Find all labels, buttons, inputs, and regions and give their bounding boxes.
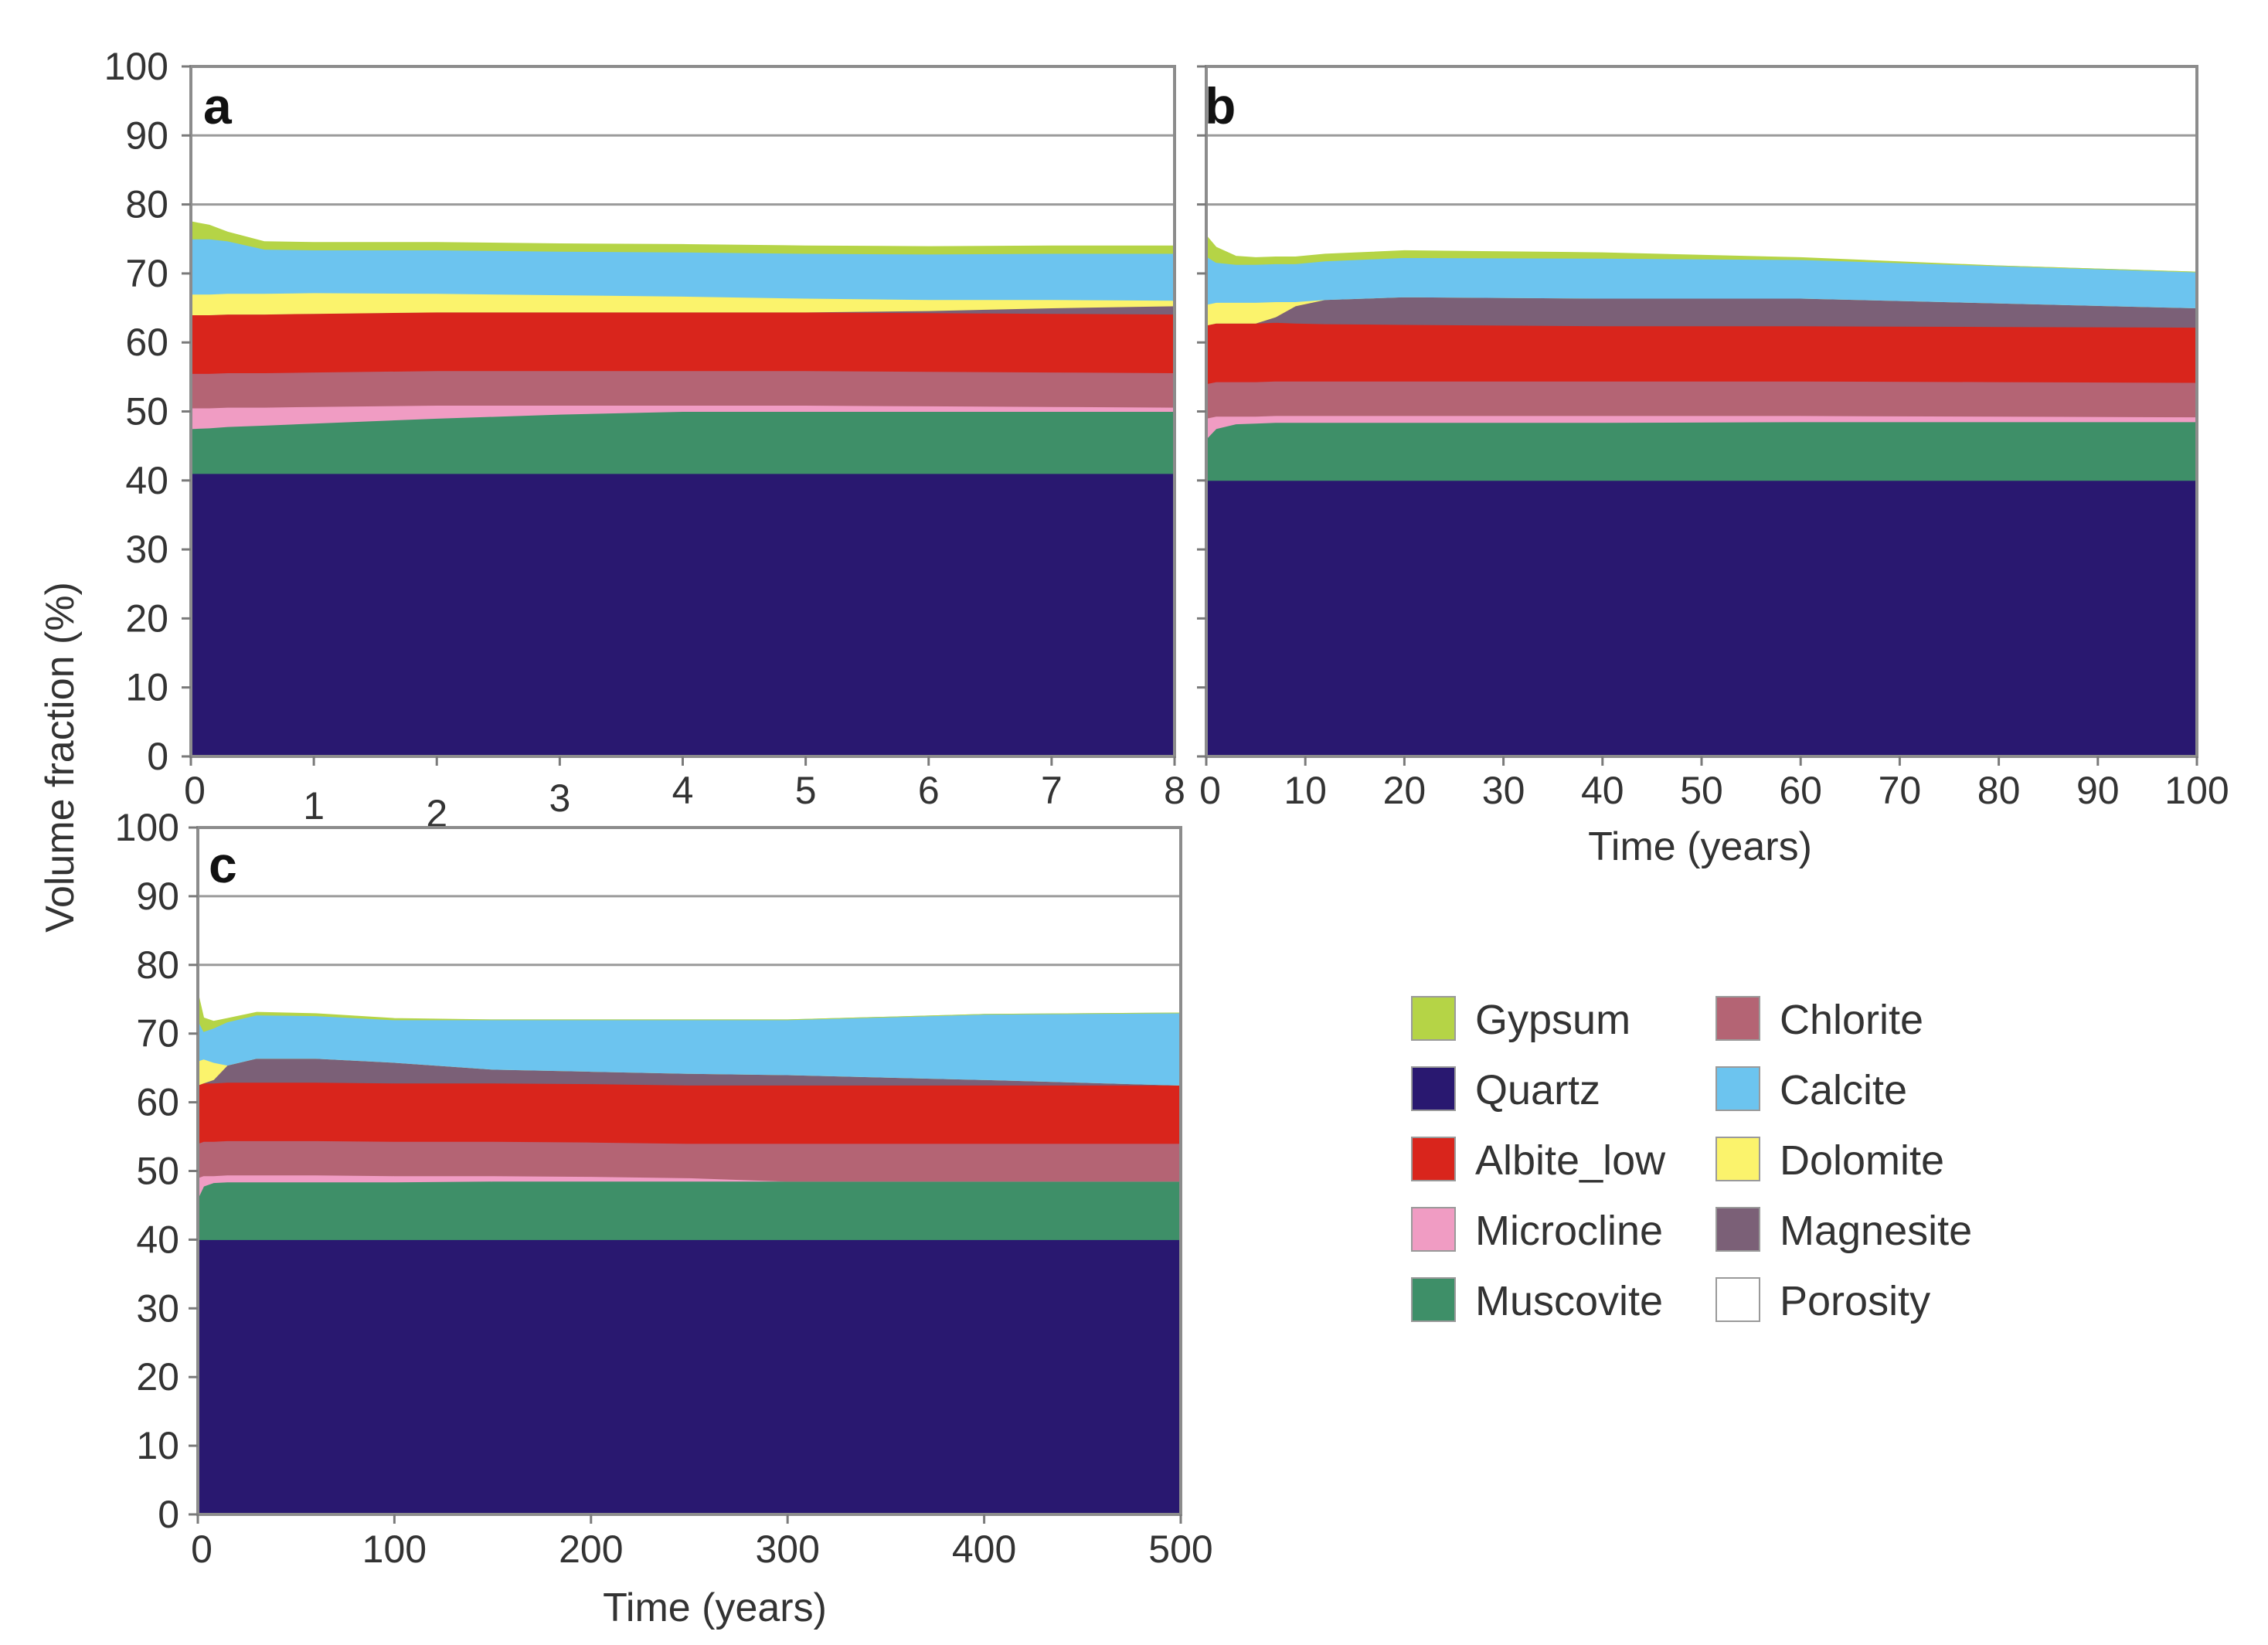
panel-a-y-tick-label: 30 [125,528,168,571]
panel-a-x-tick-label: 0 [184,769,206,812]
legend-swatch-calcite [1715,1066,1760,1111]
panel-a-x-tick-label: 6 [918,769,940,812]
legend: Gypsum Quartz Albite_low Microcline Muscovit… [1379,966,2075,1337]
panel-a-y-tick-label: 70 [125,252,168,295]
panel-c-x-axis-title: Time (years) [603,1586,827,1630]
panel-a-x-tick-label: 4 [672,769,694,812]
panel-b-x-tick-label: 80 [1977,769,2021,812]
panel-a-x-tick-label: 5 [795,769,817,812]
panel-b-x-tick-label: 10 [1284,769,1327,812]
panel-b-chart: 0 10 20 30 40 50 60 70 80 90 100 b Time (years) [1197,65,2229,869]
panel-b-x-tick-label: 0 [1199,769,1221,812]
legend-swatch-chlorite [1715,996,1760,1041]
panel-b-area-albite-low [1205,321,2198,385]
panel-b-area-chlorite [1205,380,2198,420]
panel-a-y-tick-label: 50 [125,390,168,433]
legend-label-gypsum: Gypsum [1475,997,1630,1043]
panel-c-x-tick-label: 100 [362,1528,427,1571]
panel-b-area-gypsum [1205,234,2198,273]
panel-a-area-albite-low [190,311,1175,374]
legend-label-microcline: Microcline [1475,1208,1663,1254]
panel-c-y-tick-label: 70 [136,1012,179,1055]
panel-a-x-tick-label: 1 [303,784,325,828]
panel-c-x-tick-label: 0 [191,1528,213,1571]
panel-a-y-tick-label: 40 [125,459,168,502]
legend-label-albite-low: Albite_low [1475,1137,1666,1184]
panel-b-x-tick-label: 40 [1581,769,1624,812]
panel-b-x-tick-label: 70 [1879,769,1922,812]
panel-a-y-tick-label: 0 [147,735,168,778]
legend-swatch-quartz [1411,1066,1456,1111]
panel-c-area-chlorite [197,1140,1182,1182]
legend-swatch-muscovite [1411,1277,1456,1322]
panel-b-x-tick-label: 20 [1383,769,1426,812]
legend-swatch-gypsum [1411,996,1456,1041]
panel-c-area-gypsum [197,992,1182,1032]
panel-a-y-tick-label: 100 [104,45,168,88]
panel-c-y-tick-label: 100 [115,806,179,849]
panel-c-x-tick-label: 500 [1148,1528,1212,1571]
legend-label-magnesite: Magnesite [1780,1208,1972,1254]
panel-c-y-tick-label: 30 [136,1286,179,1330]
legend-label-calcite: Calcite [1780,1067,1907,1113]
legend-label-dolomite: Dolomite [1780,1137,1944,1184]
legend-swatch-magnesite [1715,1207,1760,1252]
panel-a-x-tick-label: 8 [1164,769,1185,812]
panel-a-y-tick-label: 60 [125,321,168,364]
panel-a-y-tick-label: 90 [125,114,168,157]
panel-c-y-tick-label: 90 [136,875,179,918]
panel-c-x-tick-label: 400 [952,1528,1016,1571]
panel-b-x-tick-label: 60 [1779,769,1822,812]
panel-a-y-tick-label: 80 [125,183,168,226]
panel-a-y-tick-label: 20 [125,596,168,640]
panel-b-x-axis-title: Time (years) [1588,824,1812,869]
panel-a-area-chlorite [190,370,1175,409]
panel-a-x-tick-label: 7 [1041,769,1063,812]
panel-c-area-albite-low [197,1082,1182,1144]
panel-a-label: a [203,77,233,134]
panel-c-y-tick-label: 60 [136,1081,179,1124]
panel-c-y-tick-label: 50 [136,1150,179,1193]
legend-label-muscovite: Muscovite [1475,1278,1663,1324]
panel-a-area-quartz [190,473,1175,757]
legend-label-chlorite: Chlorite [1780,997,1923,1043]
panel-c-y-tick-label: 20 [136,1355,179,1399]
panel-c-area-muscovite [197,1181,1182,1240]
panel-b-area-quartz [1205,480,2198,757]
panel-b-label: b [1205,77,1236,134]
panel-b-area-muscovite [1205,421,2198,481]
panel-c-y-tick-label: 10 [136,1424,179,1467]
panel-b-x-tick-label: 100 [2164,769,2229,812]
legend-swatch-albite-low [1411,1137,1456,1181]
legend-swatch-dolomite [1715,1137,1760,1181]
panel-c-y-tick-label: 0 [158,1493,179,1536]
panel-c-x-tick-label: 200 [559,1528,623,1571]
panel-b-x-tick-label: 90 [2076,769,2120,812]
legend-swatch-microcline [1411,1207,1456,1252]
legend-label-porosity: Porosity [1780,1278,1930,1324]
panel-a-x-tick-label: 3 [549,777,570,820]
panel-c-area-quartz [197,1239,1182,1515]
panel-b-x-tick-label: 30 [1482,769,1525,812]
panel-c-y-tick-label: 40 [136,1218,179,1261]
panel-c-chart: 0 10 20 30 40 50 60 70 80 90 100 0 100 200 300 400 500 c… [115,806,1213,1630]
legend-swatch-porosity [1715,1277,1760,1322]
panel-c-x-tick-label: 300 [755,1528,819,1571]
panel-c-label: c [209,836,237,893]
panel-c-y-tick-label: 80 [136,943,179,987]
legend-label-quartz: Quartz [1475,1067,1600,1113]
y-axis-title: Volume fraction (%) [38,582,83,933]
panel-b-x-tick-label: 50 [1680,769,1723,812]
panel-a-y-tick-label: 10 [125,666,168,709]
